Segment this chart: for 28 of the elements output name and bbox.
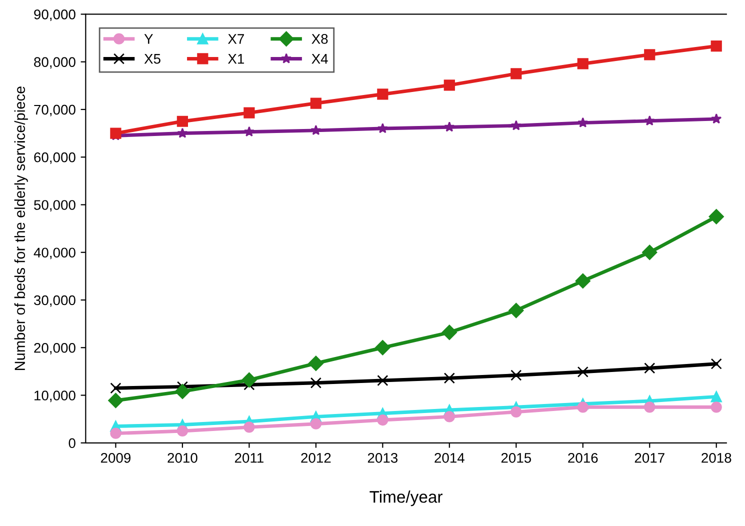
legend-label: X8 bbox=[312, 34, 328, 44]
x-tick-label: 2011 bbox=[234, 452, 264, 463]
y-tick-label: 0 bbox=[68, 438, 76, 448]
legend-label: Y bbox=[144, 34, 153, 44]
y-tick-label: 50,000 bbox=[34, 200, 76, 212]
x-tick-label: 2017 bbox=[634, 452, 664, 463]
legend-label: X5 bbox=[144, 54, 160, 64]
x-axis-title: Time/year bbox=[370, 490, 442, 506]
y-tick-label: 90,000 bbox=[34, 10, 76, 22]
x-tick-label: 2012 bbox=[301, 452, 331, 463]
x-tick-label: 2010 bbox=[168, 452, 198, 463]
x-tick-label: 2015 bbox=[501, 452, 532, 463]
y-tick-label: 30,000 bbox=[34, 295, 76, 307]
y-tick-label: 10,000 bbox=[34, 390, 76, 402]
x-tick-label: 2016 bbox=[568, 452, 598, 463]
legend-label: X1 bbox=[228, 54, 244, 64]
legend-label: X7 bbox=[228, 34, 244, 44]
legend-label: X4 bbox=[312, 54, 328, 64]
x-tick-label: 2009 bbox=[100, 452, 130, 463]
y-tick-label: 70,000 bbox=[34, 104, 76, 116]
y-tick-label: 60,000 bbox=[34, 152, 76, 164]
y-axis-title: Number of beds for the elderly service/piece bbox=[14, 86, 28, 370]
y-tick-label: 80,000 bbox=[34, 57, 76, 69]
x-tick-label: 2014 bbox=[434, 452, 464, 463]
y-tick-label: 40,000 bbox=[34, 248, 76, 260]
x-tick-label: 2013 bbox=[368, 452, 398, 463]
x-tick-label: 2018 bbox=[702, 452, 732, 463]
y-tick-label: 20,000 bbox=[34, 342, 76, 354]
